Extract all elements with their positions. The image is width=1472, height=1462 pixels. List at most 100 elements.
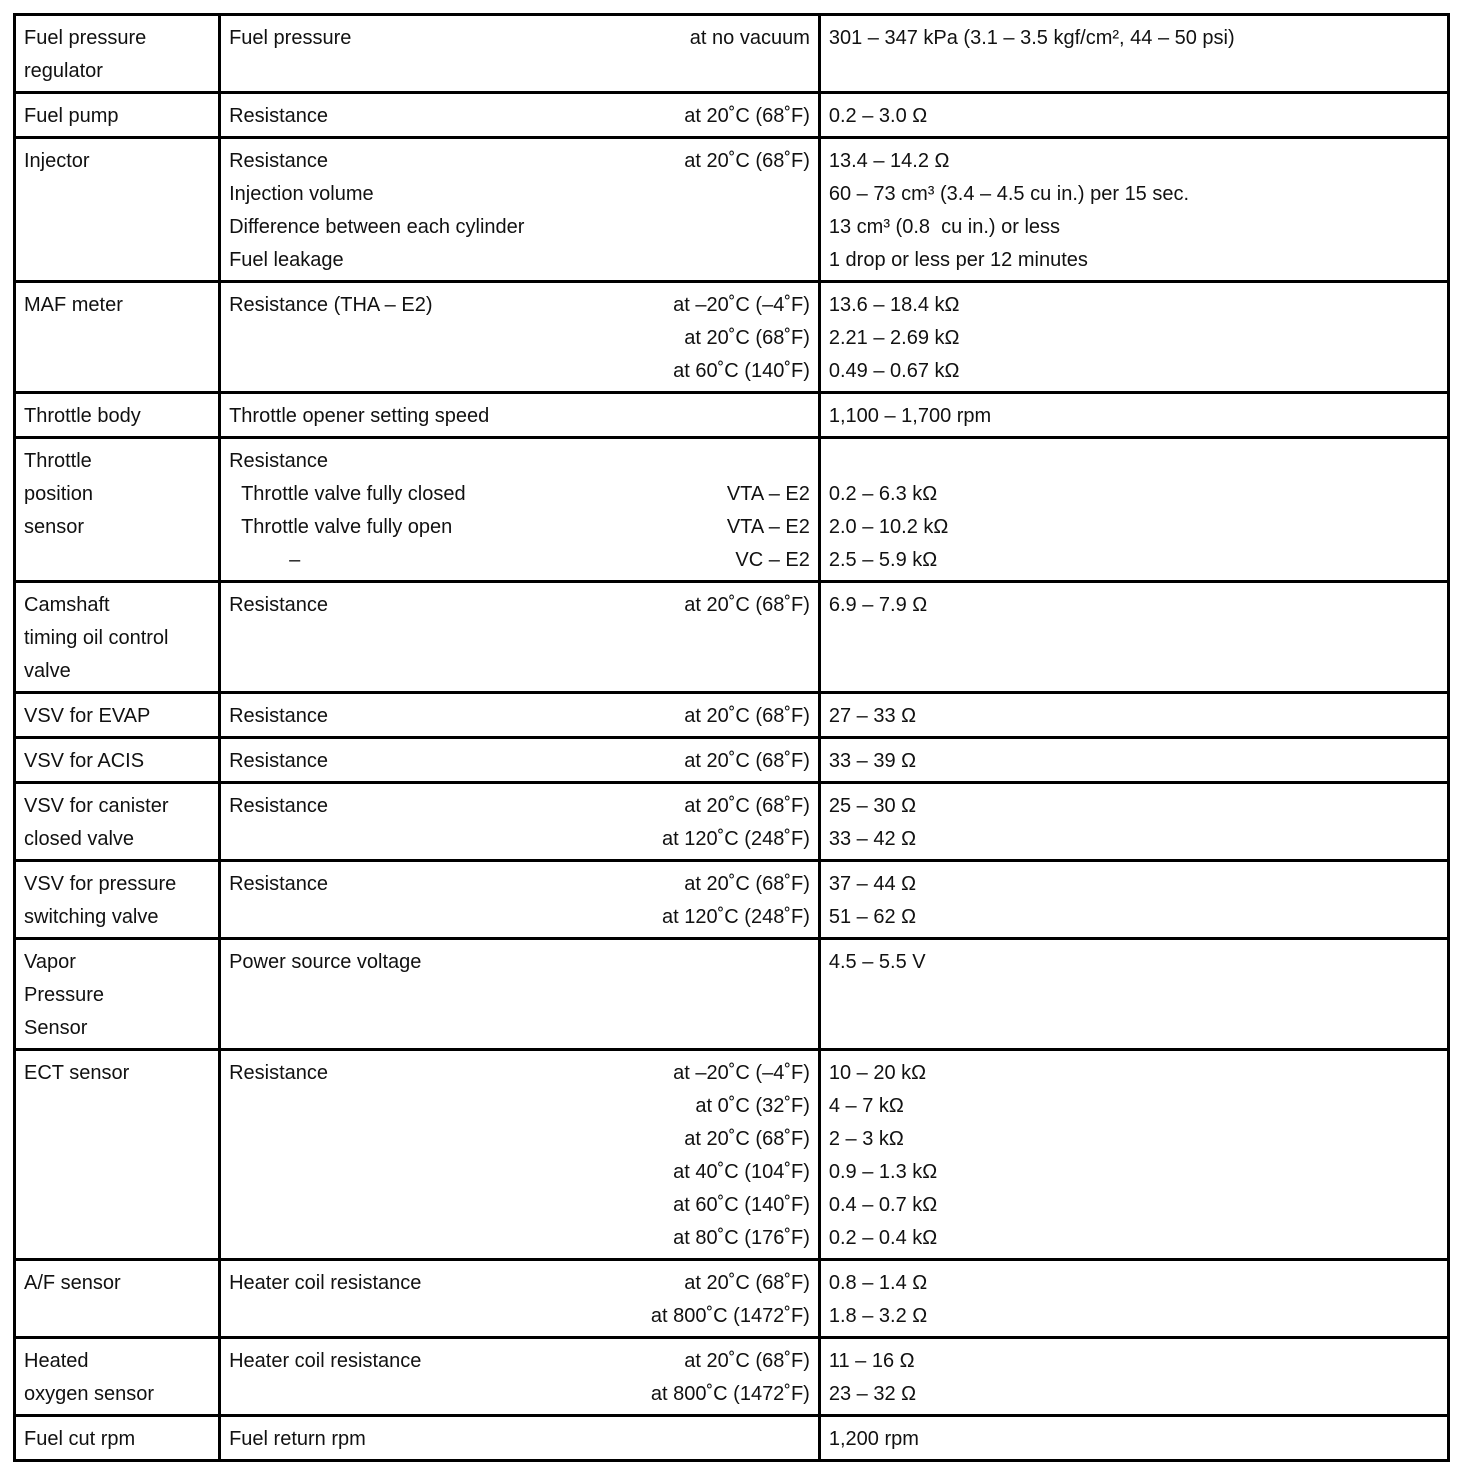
parameter-cell: Fuel pressure at no vacuum [218,13,821,94]
parameter-cell: Resistance at 20˚C (68˚F) [218,736,821,784]
parameter-line: – VC – E2 [229,544,810,577]
table-row: Injector Resistance at 20˚C (68˚F) Injectio… [12,136,1451,283]
value-cell: 6.9 – 7.9 Ω [817,580,1451,694]
component-cell: Vapor Pressure Sensor [12,937,222,1051]
parameter-label: Resistance (THA – E2) [229,294,433,316]
parameter-line: at 60˚C (140˚F) [229,355,810,388]
component-cell: Camshaft timing oil control valve [12,580,222,694]
condition-label: at 800˚C (1472˚F) [650,1383,810,1405]
condition-label: at 120˚C (248˚F) [662,828,810,850]
spec-value: 2.21 – 2.69 kΩ [828,327,960,349]
component-cell: Fuel pump [12,91,222,139]
condition-label: at 0˚C (32˚F) [695,1095,810,1117]
parameter-label: – [289,549,301,571]
spec-value: 0.8 – 1.4 Ω [828,1272,928,1294]
parameter-label: Fuel pressure [229,27,352,49]
spec-value: 0.2 – 6.3 kΩ [828,483,938,505]
parameter-line: at 20˚C (68˚F) [229,1123,810,1156]
parameter-label: Resistance [229,1062,329,1084]
parameter-label: Fuel return rpm [229,1428,366,1450]
parameter-line: Throttle valve fully closed VTA – E2 [229,478,810,511]
value-cell: 1,100 – 1,700 rpm [817,391,1451,439]
condition-label: at –20˚C (–4˚F) [673,294,810,316]
condition-label: at 800˚C (1472˚F) [650,1305,810,1327]
table-row: MAF meter Resistance (THA – E2) at –20˚C (… [12,280,1451,394]
table-row: Vapor Pressure Sensor Power source voltag… [12,937,1451,1051]
parameter-line: Difference between each cylinder [229,211,810,244]
parameter-line: at 120˚C (248˚F) [229,823,810,856]
parameter-cell: Resistance at 20˚C (68˚F) [218,691,821,739]
component-cell: Heated oxygen sensor [12,1336,222,1417]
spec-value: 0.9 – 1.3 kΩ [828,1161,938,1183]
spec-value: 60 – 73 cm³ (3.4 – 4.5 cu in.) per 15 se… [828,183,1190,205]
condition-label: at 20˚C (68˚F) [684,750,810,772]
condition-label: at 20˚C (68˚F) [684,1272,810,1294]
parameter-line: Resistance at 20˚C (68˚F) [229,145,810,178]
spec-value: 1,200 rpm [828,1428,919,1450]
component-cell: Throttle position sensor [12,436,222,583]
specification-table: Fuel pressure regulator Fuel pressure at n… [12,13,1451,1462]
condition-label: at 20˚C (68˚F) [684,705,810,727]
parameter-label: Heater coil resistance [229,1350,422,1372]
parameter-line: at 800˚C (1472˚F) [229,1378,810,1411]
value-cell: 0.2 – 3.0 Ω [817,91,1451,139]
spec-value: 23 – 32 Ω [828,1383,917,1405]
spec-value: 13 cm³ (0.8 cu in.) or less [828,216,1061,238]
table-row: VSV for EVAP Resistance at 20˚C (68˚F) 27 –… [12,691,1451,739]
parameter-line: Resistance (THA – E2) at –20˚C (–4˚F) [229,289,810,322]
spec-value: 33 – 42 Ω [828,828,917,850]
condition-label: at 20˚C (68˚F) [684,105,810,127]
parameter-line: Power source voltage [229,946,810,979]
value-cell: 4.5 – 5.5 V [817,937,1451,1051]
parameter-cell: Throttle opener setting speed [218,391,821,439]
table-row: Camshaft timing oil control valve Resista… [12,580,1451,694]
spec-value: 6.9 – 7.9 Ω [828,594,928,616]
condition-label: at 40˚C (104˚F) [673,1161,810,1183]
spec-value: 301 – 347 kPa (3.1 – 3.5 kgf/cm², 44 – 5… [828,27,1235,49]
spec-value: 11 – 16 Ω [828,1350,915,1372]
table-row: VSV for canister closed valve Resistance a… [12,781,1451,862]
condition-label: at 20˚C (68˚F) [684,795,810,817]
condition-label: at 20˚C (68˚F) [684,1350,810,1372]
parameter-cell: Resistance at 20˚C (68˚F) [218,91,821,139]
parameter-label: Throttle valve fully closed [241,483,466,505]
spec-value: 2.0 – 10.2 kΩ [828,516,949,538]
parameter-label: Injection volume [229,183,374,205]
component-cell: A/F sensor [12,1258,222,1339]
spec-value [829,445,1439,478]
parameter-cell: Resistance (THA – E2) at –20˚C (–4˚F) at 2… [218,280,821,394]
component-cell: VSV for ACIS [12,736,222,784]
parameter-line: Fuel pressure at no vacuum [229,22,810,55]
parameter-line: Fuel return rpm [229,1423,810,1456]
value-cell: 33 – 39 Ω [817,736,1451,784]
component-cell: Injector [12,136,222,283]
spec-value: 0.2 – 3.0 Ω [828,105,928,127]
parameter-line: Resistance at 20˚C (68˚F) [229,100,810,133]
spec-value: 33 – 39 Ω [828,750,917,772]
parameter-cell: Power source voltage [218,937,821,1051]
condition-label: at –20˚C (–4˚F) [673,1062,810,1084]
parameter-line: at 60˚C (140˚F) [229,1189,810,1222]
parameter-line: Resistance at 20˚C (68˚F) [229,868,810,901]
parameter-line: at 40˚C (104˚F) [229,1156,810,1189]
condition-label: at 60˚C (140˚F) [673,1194,810,1216]
parameter-cell: Resistance at –20˚C (–4˚F) at 0˚C (32˚F) at… [218,1048,821,1261]
parameter-label: Power source voltage [229,951,422,973]
parameter-cell: Heater coil resistance at 20˚C (68˚F) at 8… [218,1258,821,1339]
table-row: Throttle body Throttle opener setting spe… [12,391,1451,439]
table-row: Fuel pressure regulator Fuel pressure at n… [12,13,1451,94]
spec-value: 27 – 33 Ω [828,705,917,727]
spec-value: 0.49 – 0.67 kΩ [828,360,960,382]
parameter-cell: Resistance Throttle valve fully closed VTA… [218,436,821,583]
value-cell: 11 – 16 Ω 23 – 32 Ω [817,1336,1451,1417]
component-cell: Fuel cut rpm [12,1414,222,1462]
value-cell: 27 – 33 Ω [817,691,1451,739]
parameter-label: Fuel leakage [229,249,344,271]
component-cell: Fuel pressure regulator [12,13,222,94]
parameter-line: at 80˚C (176˚F) [229,1222,810,1255]
component-cell: Throttle body [12,391,222,439]
parameter-label: Resistance [229,105,329,127]
value-cell: 13.4 – 14.2 Ω 60 – 73 cm³ (3.4 – 4.5 cu i… [817,136,1451,283]
parameter-line: at 800˚C (1472˚F) [229,1300,810,1333]
spec-value: 10 – 20 kΩ [828,1062,927,1084]
